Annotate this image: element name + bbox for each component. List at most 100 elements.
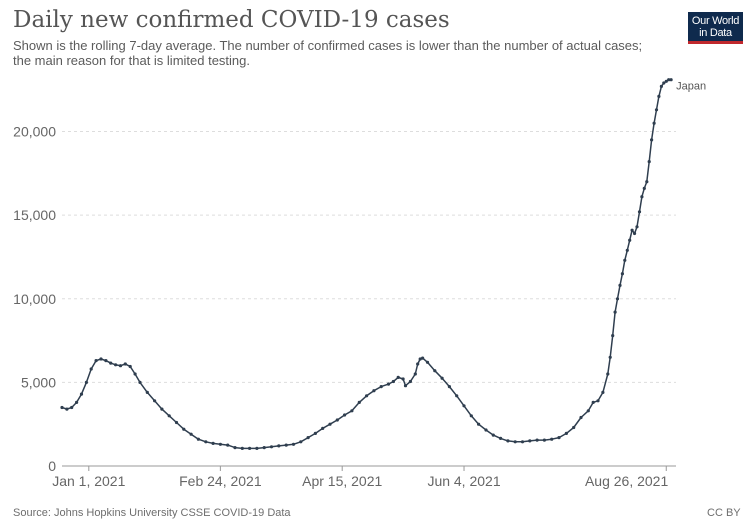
- data-point[interactable]: [591, 400, 595, 404]
- owid-logo[interactable]: Our World in Data: [688, 12, 743, 44]
- data-point[interactable]: [94, 359, 98, 363]
- data-point[interactable]: [109, 361, 113, 365]
- data-point[interactable]: [659, 84, 664, 88]
- data-point[interactable]: [343, 413, 347, 417]
- data-point[interactable]: [75, 400, 79, 404]
- data-point[interactable]: [620, 272, 625, 276]
- data-point[interactable]: [625, 248, 629, 252]
- data-point[interactable]: [601, 390, 605, 394]
- data-point[interactable]: [650, 138, 654, 142]
- data-point[interactable]: [586, 409, 590, 413]
- data-point[interactable]: [79, 392, 84, 396]
- data-point[interactable]: [633, 231, 637, 236]
- data-point[interactable]: [118, 364, 123, 368]
- data-point[interactable]: [596, 399, 600, 403]
- data-point[interactable]: [211, 441, 215, 445]
- data-point[interactable]: [664, 79, 668, 83]
- data-point[interactable]: [401, 377, 405, 381]
- data-point[interactable]: [421, 356, 425, 360]
- data-point[interactable]: [608, 355, 612, 359]
- data-point[interactable]: [542, 438, 547, 442]
- data-point[interactable]: [667, 78, 671, 82]
- data-point[interactable]: [365, 394, 369, 398]
- data-point[interactable]: [160, 407, 164, 411]
- data-point[interactable]: [520, 440, 525, 444]
- data-point[interactable]: [99, 357, 103, 361]
- data-point[interactable]: [391, 379, 395, 384]
- data-point[interactable]: [262, 446, 266, 450]
- data-point[interactable]: [133, 372, 137, 376]
- data-point[interactable]: [313, 431, 317, 435]
- data-point[interactable]: [182, 427, 186, 431]
- data-point[interactable]: [299, 440, 303, 444]
- source-note[interactable]: Source: Johns Hopkins University CSSE CO…: [13, 507, 291, 519]
- data-point[interactable]: [291, 442, 296, 446]
- data-point[interactable]: [174, 420, 179, 425]
- data-point[interactable]: [642, 186, 646, 190]
- data-point[interactable]: [662, 81, 666, 85]
- data-point[interactable]: [535, 438, 539, 442]
- data-point[interactable]: [277, 444, 281, 448]
- data-point[interactable]: [564, 431, 569, 435]
- data-point[interactable]: [615, 297, 620, 301]
- data-point[interactable]: [630, 228, 634, 232]
- data-point[interactable]: [416, 362, 420, 366]
- data-point[interactable]: [65, 407, 69, 411]
- data-point[interactable]: [408, 379, 412, 384]
- data-point[interactable]: [623, 258, 627, 262]
- data-point[interactable]: [335, 418, 339, 422]
- data-point[interactable]: [637, 210, 642, 214]
- data-point[interactable]: [455, 394, 459, 398]
- data-point[interactable]: [189, 432, 193, 436]
- license-link[interactable]: CC BY: [707, 507, 741, 519]
- data-point[interactable]: [469, 414, 473, 418]
- data-point[interactable]: [550, 437, 554, 441]
- series-japan[interactable]: Japan: [60, 78, 706, 450]
- data-point[interactable]: [513, 440, 517, 444]
- data-point[interactable]: [611, 334, 615, 338]
- data-point[interactable]: [606, 372, 610, 376]
- data-point[interactable]: [618, 283, 622, 287]
- data-point[interactable]: [196, 437, 200, 441]
- data-point[interactable]: [379, 385, 383, 389]
- data-point[interactable]: [372, 389, 376, 393]
- data-point[interactable]: [233, 446, 237, 450]
- data-point[interactable]: [306, 436, 310, 440]
- data-point[interactable]: [386, 382, 391, 386]
- data-point[interactable]: [396, 375, 400, 379]
- data-point[interactable]: [138, 380, 142, 384]
- data-point[interactable]: [506, 439, 510, 443]
- data-point[interactable]: [403, 384, 408, 388]
- data-point[interactable]: [613, 310, 617, 314]
- data-point[interactable]: [645, 180, 649, 184]
- data-point[interactable]: [104, 359, 108, 363]
- data-point[interactable]: [440, 376, 444, 380]
- data-point[interactable]: [499, 436, 503, 440]
- data-point[interactable]: [284, 443, 288, 447]
- data-point[interactable]: [640, 195, 644, 199]
- data-point[interactable]: [418, 357, 422, 361]
- data-point[interactable]: [84, 380, 88, 384]
- data-point[interactable]: [128, 364, 132, 369]
- data-point[interactable]: [447, 385, 451, 389]
- data-point[interactable]: [255, 446, 259, 450]
- data-point[interactable]: [477, 422, 481, 426]
- data-point[interactable]: [145, 390, 149, 394]
- data-point[interactable]: [328, 422, 332, 426]
- data-point[interactable]: [413, 372, 417, 376]
- data-point[interactable]: [114, 363, 118, 367]
- data-point[interactable]: [60, 405, 64, 410]
- data-point[interactable]: [204, 440, 208, 444]
- data-point[interactable]: [669, 78, 673, 82]
- data-point[interactable]: [226, 443, 230, 447]
- data-point[interactable]: [491, 433, 495, 437]
- data-point[interactable]: [123, 362, 127, 366]
- data-point[interactable]: [657, 94, 661, 98]
- data-point[interactable]: [484, 428, 488, 432]
- data-point[interactable]: [269, 445, 274, 449]
- data-point[interactable]: [557, 436, 561, 440]
- data-point[interactable]: [248, 446, 252, 450]
- data-point[interactable]: [572, 425, 576, 430]
- data-point[interactable]: [218, 442, 222, 446]
